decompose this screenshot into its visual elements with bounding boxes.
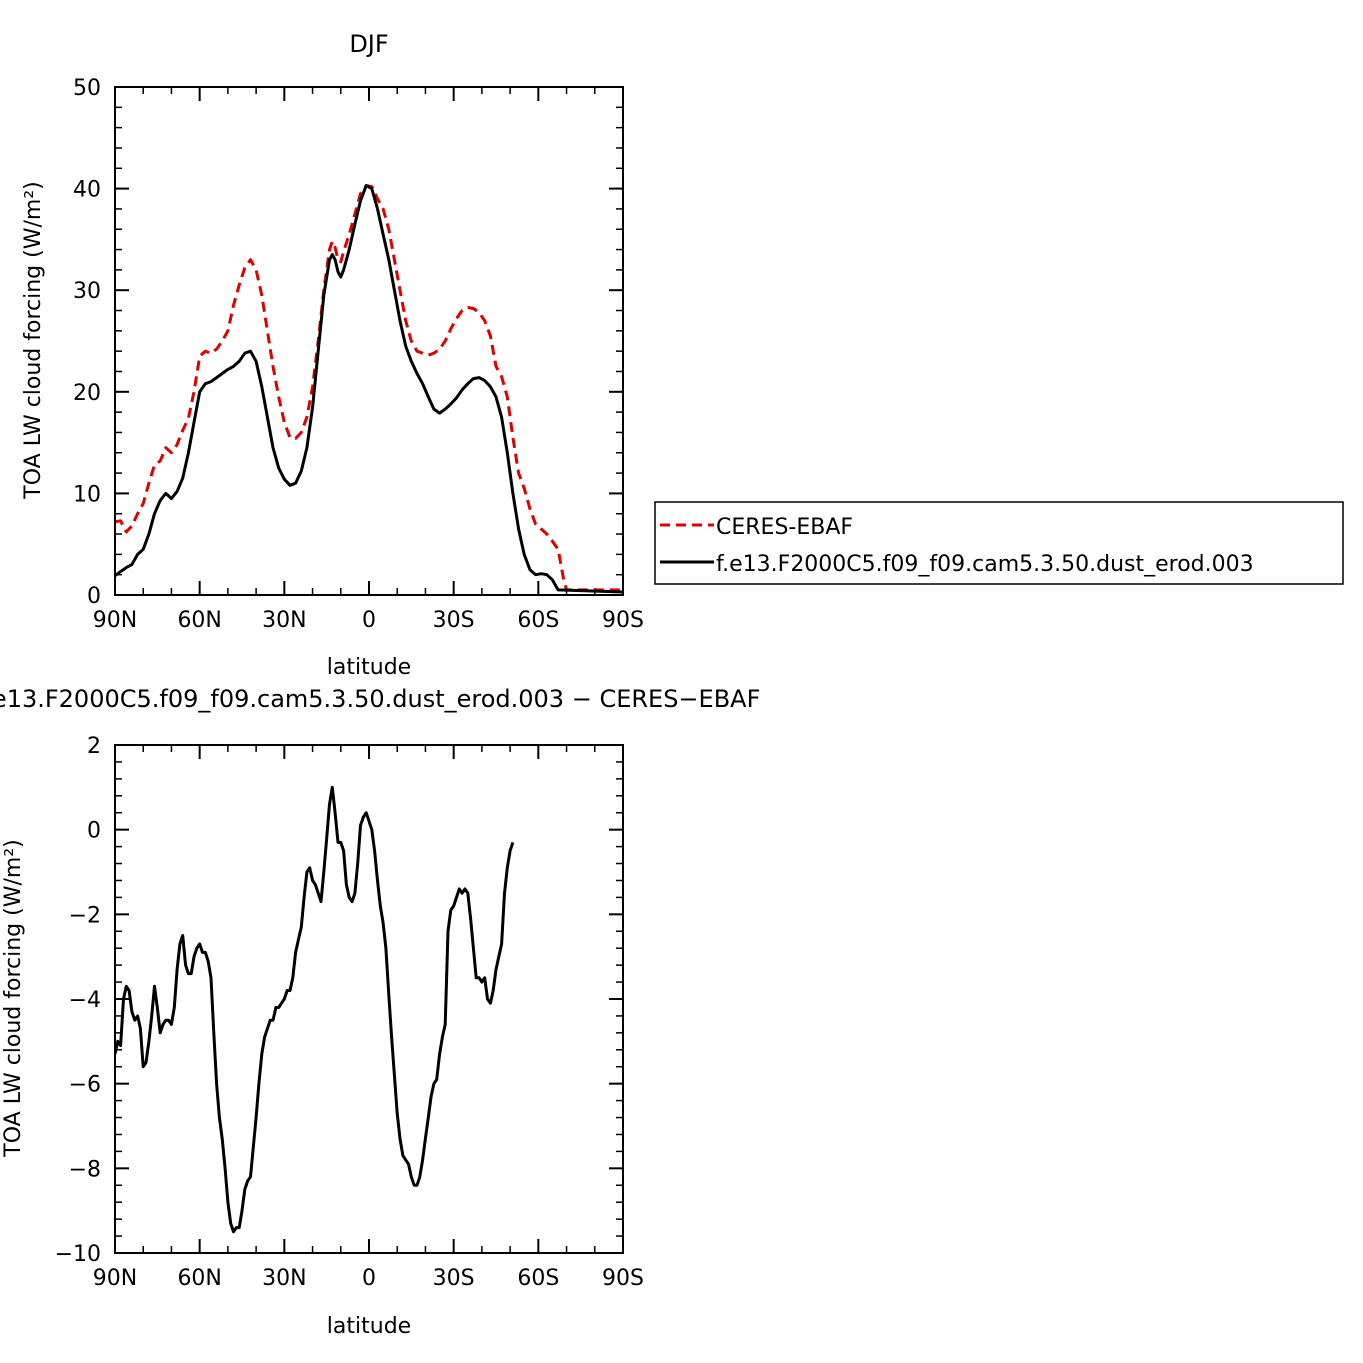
top-plot-frame [114,86,624,596]
legend-box [654,501,1344,585]
x-tick-label: 60N [177,1266,221,1291]
legend-label-ceres: CERES-EBAF [716,515,853,540]
y-tick-label: 20 [73,381,101,406]
x-tick-label: 30N [262,608,306,633]
legend: CERES-EBAF f.e13.F2000C5.f09_f09.cam5.3.… [654,501,1344,585]
bottom-axis-ticks: 90N 60N 30N 0 30S 60S 90S −10 −8 −6 −4 −2 0 2 [55,734,644,1291]
y-tick-label: −10 [55,1242,101,1267]
x-tick-label: 60S [517,608,559,633]
y-tick-label: −6 [69,1073,101,1098]
top-chart-xlabel: latitude [327,655,411,680]
y-tick-label: 2 [87,734,101,759]
bottom-chart-title: f.e13.F2000C5.f09_f09.cam5.3.50.dust_ero… [0,685,760,713]
series-line-1 [114,184,624,594]
x-tick-label: 0 [362,1266,376,1291]
x-tick-label: 0 [362,608,376,633]
bottom-chart-xlabel: latitude [327,1314,411,1339]
series-line-0 [115,785,515,1234]
series-line-0 [114,184,623,592]
x-tick-label: 30N [262,1266,306,1291]
y-tick-label: −4 [69,988,101,1013]
y-tick-label: 40 [73,178,101,203]
top-axis-ticks: 90N 60N 30N 0 30S 60S 90S 0 10 20 30 40 50 [73,76,644,633]
x-tick-label: 60S [517,1266,559,1291]
bottom-chart-ylabel: TOA LW cloud forcing (W/m²) [1,839,26,1157]
y-tick-label: 0 [87,584,101,609]
x-tick-label: 90S [602,1266,644,1291]
x-tick-label: 90N [93,1266,137,1291]
y-tick-label: 0 [87,819,101,844]
top-chart-title: DJF [349,30,388,58]
y-tick-label: 10 [73,482,101,507]
x-tick-label: 90N [93,608,137,633]
top-chart-ylabel: TOA LW cloud forcing (W/m²) [21,181,46,499]
y-tick-label: −8 [69,1157,101,1182]
bottom-series-lines [115,785,515,1234]
y-tick-label: 50 [73,76,101,101]
y-tick-label: −2 [69,903,101,928]
x-tick-label: 30S [433,608,475,633]
x-tick-label: 90S [602,608,644,633]
bottom-chart: f.e13.F2000C5.f09_f09.cam5.3.50.dust_ero… [0,685,760,1339]
x-tick-label: 30S [433,1266,475,1291]
x-tick-label: 60N [177,608,221,633]
top-series-lines [114,184,624,594]
y-tick-label: 30 [73,279,101,304]
legend-label-model: f.e13.F2000C5.f09_f09.cam5.3.50.dust_ero… [716,552,1254,577]
top-chart: DJF TOA LW cloud forcing (W/m²) 90N 60N 30… [21,30,644,680]
bottom-plot-frame [114,744,624,1254]
